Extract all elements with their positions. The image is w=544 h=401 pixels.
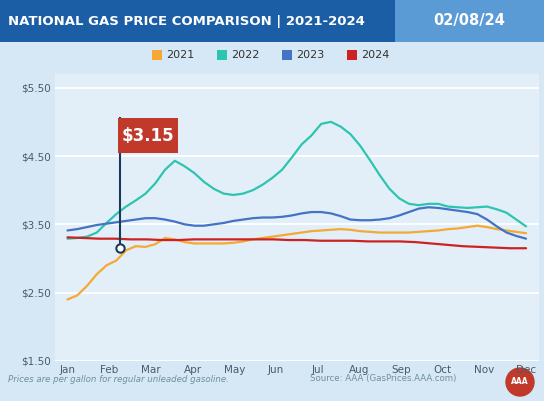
Text: Source: AAA (GasPrices.AAA.com): Source: AAA (GasPrices.AAA.com): [310, 375, 456, 383]
Text: NATIONAL GAS PRICE COMPARISON | 2021-2024: NATIONAL GAS PRICE COMPARISON | 2021-202…: [8, 14, 365, 28]
Bar: [395, 0, 544, 42]
Text: AAA: AAA: [511, 377, 529, 387]
Bar: [347, 50, 357, 60]
Bar: [0, 0, 395, 42]
Text: 02/08/24: 02/08/24: [434, 14, 505, 28]
Text: Prices are per gallon for regular unleaded gasoline.: Prices are per gallon for regular unlead…: [8, 375, 229, 383]
Text: 2021: 2021: [166, 50, 194, 60]
Text: 2024: 2024: [361, 50, 390, 60]
Bar: [152, 50, 162, 60]
Text: 2022: 2022: [231, 50, 259, 60]
Text: 2023: 2023: [296, 50, 324, 60]
Bar: [282, 50, 292, 60]
Circle shape: [506, 368, 534, 396]
Text: $3.15: $3.15: [122, 126, 175, 144]
Bar: [217, 50, 227, 60]
FancyBboxPatch shape: [118, 118, 178, 153]
